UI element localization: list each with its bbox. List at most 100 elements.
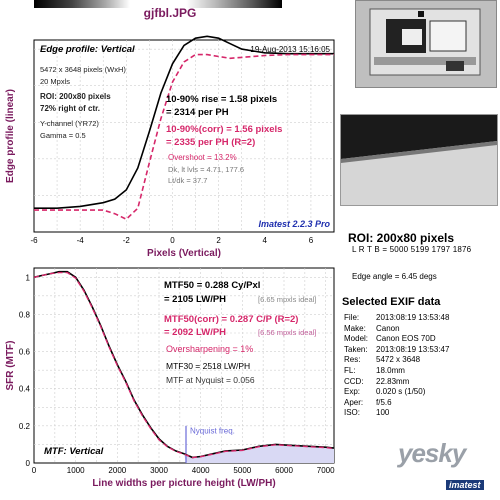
exif-row: Exp: 0.020 s (1/50) (344, 387, 449, 398)
mtf50-corr-ideal-annotation: [6.56 mpxls ideal] (258, 328, 316, 337)
mtf-y-tick-label: 0.4 (19, 385, 31, 394)
mtf-y-tick-label: 1 (26, 273, 31, 282)
mtf-y-axis-label: SFR (MTF) (5, 341, 16, 391)
exif-value: 0.020 s (1/50) (376, 387, 426, 397)
mtf-beyond-nyquist-fill (184, 444, 334, 463)
page-title: gjfbl.JPG (143, 6, 197, 20)
exif-value: 2013:08:19 13:53:47 (376, 344, 450, 354)
exif-row: CCD: 22.83mm (344, 377, 449, 388)
oversharpening-annotation: Oversharpening = 1% (166, 344, 253, 354)
rise-annotation: 10-90% rise = 1.58 pixels (166, 94, 277, 105)
exif-row: Aper: f/5.6 (344, 398, 449, 409)
edge-roi-image (340, 114, 498, 206)
exif-key: Model: (344, 334, 369, 344)
edge-x-tick-label: 0 (170, 236, 175, 245)
edge-plot-area (33, 39, 335, 233)
exif-row: File: 2013:08:19 13:53:48 (344, 313, 449, 324)
rise-corr-annotation: 10-90%(corr) = 1.56 pixels (166, 124, 282, 135)
mtf-nyquist-annotation: MTF at Nyquist = 0.056 (166, 375, 255, 385)
light-dark-ratio: Lt/dk = 37.7 (168, 176, 207, 185)
edge-y-axis-label: Edge profile (linear) (5, 89, 16, 183)
exif-value: 18.0mm (376, 365, 405, 375)
mtf-x-tick-label: 1000 (67, 466, 85, 475)
exif-value: Canon EOS 70D (376, 334, 436, 344)
exif-key: Make: (344, 323, 366, 333)
watermark-logo: yesky (398, 438, 466, 468)
edge-x-tick-label: -4 (77, 236, 85, 245)
exif-value: 2013:08:19 13:53:48 (376, 313, 450, 322)
mtf-x-axis-label: Line widths per picture height (LW/PH) (92, 478, 275, 489)
mtf30-annotation: MTF30 = 2518 LW/PH (166, 361, 250, 371)
exif-value: 5472 x 3648 (376, 355, 421, 365)
edge-info-line: Gamma = 0.5 (40, 131, 86, 140)
mtf-chart-title: MTF: Vertical (44, 446, 104, 457)
edge-profile-chart: -6 -4 -2 0 2 4 6 Pixels (Vertical) Edge profile … (5, 35, 335, 259)
mtf-chart: 0 1000 2000 3000 4000 5000 6000 7000 0 0.2 0.4 0.6 0… (5, 267, 335, 489)
edge-x-tick-label: -6 (30, 236, 38, 245)
gray-scale-strip-right (186, 0, 282, 8)
edge-x-axis-label: Pixels (Vertical) (147, 248, 221, 259)
edge-chart-title: Edge profile: Vertical (40, 44, 135, 55)
exif-key: CCD: (344, 376, 364, 386)
mtf50-corr-annotation: MTF50(corr) = 0.287 C/P (R=2) (164, 314, 298, 325)
rise-per-ph-annotation: = 2314 per PH (166, 107, 229, 118)
exif-value: f/5.6 (376, 397, 392, 407)
edge-x-tick-label: -2 (123, 236, 131, 245)
edge-series-corr-line (34, 53, 334, 221)
edge-info-line: Y-channel (YR72) (40, 119, 99, 128)
exif-key: Res: (344, 355, 361, 365)
exif-list: File: 2013:08:19 13:53:48 Make: Canon Model:… (344, 313, 449, 419)
edge-series-line (34, 35, 334, 209)
edge-info-line: 20 Mpxls (40, 77, 70, 86)
mtf-y-tick-label: 0.8 (19, 310, 31, 319)
imatest-version: Imatest 2.2.3 Pro (258, 219, 330, 229)
edge-x-tick-label: 2 (216, 236, 221, 245)
edge-x-tick-label: 4 (263, 236, 268, 245)
mtf-x-tick-label: 0 (32, 466, 37, 475)
mtf-y-tick-label: 0 (26, 459, 31, 468)
overshoot-annotation: Overshoot = 13.2% (168, 153, 237, 162)
mtf-x-tick-label: 6000 (275, 466, 293, 475)
exif-key: Aper: (344, 397, 364, 407)
mtf-x-tick-label: 2000 (108, 466, 126, 475)
edge-chart-timestamp: 19-Aug-2013 15:16:05 (250, 45, 330, 54)
edge-roi-svg (341, 115, 497, 205)
roi-coordinates: L R T B = 5000 5199 1797 1876 (352, 245, 472, 254)
exif-key: FL: (344, 365, 356, 375)
mtf50-corr-lwph-annotation: = 2092 LW/PH (164, 327, 226, 338)
mtf-y-tick-label: 0.6 (19, 348, 31, 357)
exif-row: Res: 5472 x 3648 (344, 355, 449, 366)
exif-row: ISO: 100 (344, 408, 449, 419)
nyquist-label: Nyquist freq. (190, 426, 235, 435)
test-chart-thumbnail (355, 0, 497, 88)
exif-row: Model: Canon EOS 70D (344, 334, 449, 345)
mtf50-annotation: MTF50 = 0.288 Cy/Pxl (164, 280, 260, 291)
rise-corr-per-ph-annotation: = 2335 per PH (R=2) (166, 137, 255, 148)
watermark-badge: imatest (446, 480, 484, 490)
mtf50-lwph-annotation: = 2105 LW/PH (164, 294, 226, 305)
exif-value: 22.83mm (376, 376, 410, 386)
test-chart-image (356, 1, 496, 87)
roi-title: ROI: 200x80 pixels (348, 231, 455, 245)
exif-value: Canon (376, 323, 400, 333)
edge-info-line: ROI: 200x80 pixels (40, 92, 111, 101)
exif-row: FL: 18.0mm (344, 366, 449, 377)
mtf-x-tick-label: 7000 (317, 466, 335, 475)
edge-angle: Edge angle = 6.45 degs (352, 272, 437, 281)
edge-info-line: 5472 x 3648 pixels (WxH) (40, 65, 126, 74)
gray-scale-strip-left (34, 0, 130, 8)
exif-value: 100 (376, 408, 390, 418)
exif-row: Make: Canon (344, 324, 449, 335)
mtf-x-tick-label: 5000 (233, 466, 251, 475)
mtf-y-tick-label: 0.2 (19, 422, 31, 431)
dark-light-levels: Dk, lt lvls = 4.71, 177.6 (168, 165, 244, 174)
edge-info-line: 72% right of ctr. (40, 104, 100, 113)
exif-row: Taken: 2013:08:19 13:53:47 (344, 345, 449, 356)
mtf-series-corr-line (33, 271, 335, 459)
exif-key: File: (344, 313, 360, 322)
exif-key: Exp: (344, 387, 361, 397)
mtf-x-tick-label: 4000 (192, 466, 210, 475)
edge-x-tick-label: 6 (309, 236, 314, 245)
mtf-x-tick-label: 3000 (150, 466, 168, 475)
